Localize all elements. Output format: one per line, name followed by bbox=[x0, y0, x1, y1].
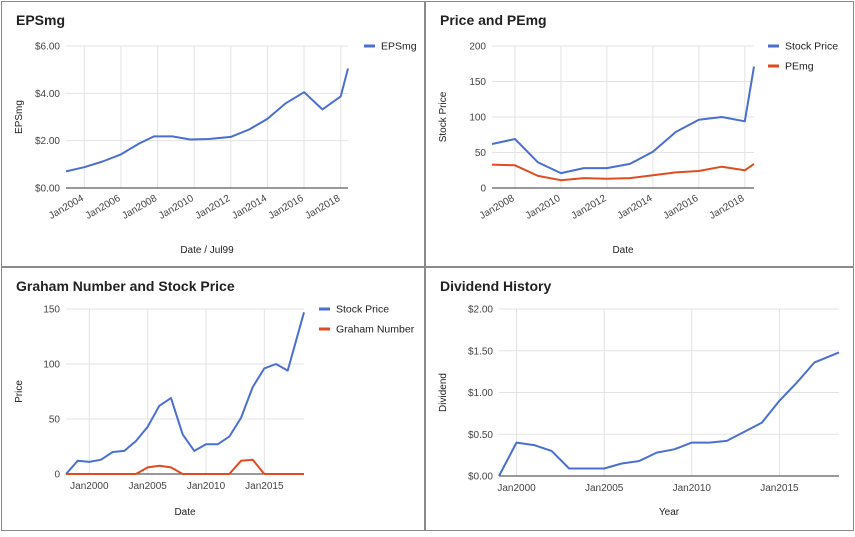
dividend-ytick-2: $1.00 bbox=[468, 388, 493, 399]
price-pe-series-stock-price-line bbox=[491, 66, 755, 175]
eps-xtick-3: Jan2010 bbox=[157, 193, 196, 222]
price-pe-xtick-3: Jan2014 bbox=[616, 193, 655, 222]
eps-ytick-3: $6.00 bbox=[35, 42, 60, 53]
price-pe-xtick-0: Jan2008 bbox=[478, 193, 517, 222]
eps-ylabel: EPSmg bbox=[14, 100, 25, 134]
graham-xtick-1: Jan2005 bbox=[128, 481, 167, 492]
price-pe-ytick-3: 150 bbox=[469, 77, 486, 88]
graham-xtick-3: Jan2015 bbox=[245, 481, 284, 492]
eps-chart-panel: EPSmg $0.00 $2.00 $4.00 $6.00 Jan2004 Jan2006 J… bbox=[1, 1, 425, 267]
eps-xtick-1: Jan2006 bbox=[84, 193, 123, 222]
dividend-xtick-0: Jan2000 bbox=[497, 483, 536, 494]
price-pe-series-pemg-line bbox=[491, 163, 755, 182]
price-pe-ylabel: Stock Price bbox=[438, 91, 449, 142]
graham-ytick-3: 150 bbox=[43, 305, 60, 316]
graham-legend-label-graham-number: Graham Number bbox=[336, 324, 415, 336]
price-pe-ytick-2: 100 bbox=[469, 113, 486, 124]
price-pe-ytick-1: 50 bbox=[475, 148, 487, 159]
eps-title: EPSmg bbox=[16, 12, 65, 28]
graham-xlabel: Date bbox=[174, 507, 196, 518]
eps-xtick-5: Jan2014 bbox=[230, 193, 269, 222]
price-pe-chart-panel: Price and PEmg 0 50 100 150 200 Jan2008 Jan2010… bbox=[425, 1, 854, 267]
price-pe-legend-label-stock-price: Stock Price bbox=[785, 41, 838, 53]
price-pe-xtick-1: Jan2010 bbox=[524, 193, 563, 222]
price-pe-ytick-4: 200 bbox=[469, 42, 486, 53]
graham-ytick-1: 50 bbox=[49, 415, 61, 426]
graham-legend-label-stock-price: Stock Price bbox=[336, 304, 389, 316]
price-pe-xlabel: Date bbox=[612, 245, 634, 256]
graham-xtick-2: Jan2010 bbox=[187, 481, 226, 492]
dividend-xtick-1: Jan2005 bbox=[585, 483, 624, 494]
dividend-xlabel: Year bbox=[659, 507, 680, 518]
price-pe-xtick-4: Jan2016 bbox=[662, 193, 701, 222]
price-pe-title: Price and PEmg bbox=[440, 12, 547, 28]
dividend-ylabel: Dividend bbox=[438, 373, 449, 412]
price-pe-xtick-5: Jan2018 bbox=[708, 193, 747, 222]
eps-xtick-7: Jan2018 bbox=[303, 193, 342, 222]
graham-ylabel: Price bbox=[14, 380, 25, 403]
eps-xtick-6: Jan2016 bbox=[267, 193, 306, 222]
graham-svg: Graham Number and Stock Price 0 50 100 150 Ja… bbox=[14, 278, 415, 518]
graham-ytick-2: 100 bbox=[43, 360, 60, 371]
dividend-series-0-line bbox=[498, 351, 840, 477]
dividend-title: Dividend History bbox=[440, 278, 551, 294]
eps-series-epsmg-line bbox=[65, 68, 349, 173]
dividend-ytick-1: $0.50 bbox=[468, 430, 493, 441]
dividend-svg: Dividend History $0.00 $0.50 $1.00 $1.50 $2.0… bbox=[438, 278, 840, 518]
dividend-chart-panel: Dividend History $0.00 $0.50 $1.00 $1.50 $2.0… bbox=[425, 267, 854, 531]
price-pe-legend-label-pemg: PEmg bbox=[785, 61, 814, 73]
graham-title: Graham Number and Stock Price bbox=[16, 278, 235, 294]
eps-ytick-2: $4.00 bbox=[35, 89, 60, 100]
graham-series-stock-price-line bbox=[65, 312, 305, 475]
eps-xtick-2: Jan2008 bbox=[120, 193, 159, 222]
price-pe-ytick-0: 0 bbox=[480, 184, 486, 195]
dividend-ytick-0: $0.00 bbox=[468, 472, 493, 483]
graham-series-graham-number-line bbox=[66, 458, 304, 475]
price-pe-svg: Price and PEmg 0 50 100 150 200 Jan2008 Jan2010… bbox=[438, 12, 838, 256]
graham-ytick-0: 0 bbox=[54, 470, 60, 481]
dividend-xtick-2: Jan2010 bbox=[673, 483, 712, 494]
eps-ytick-0: $0.00 bbox=[35, 184, 60, 195]
eps-xtick-4: Jan2012 bbox=[194, 193, 233, 222]
dividend-ytick-4: $2.00 bbox=[468, 305, 493, 316]
eps-xtick-0: Jan2004 bbox=[47, 193, 86, 222]
eps-svg: EPSmg$0.00$2.00$4.00$6.00Jan2004Jan2006J… bbox=[14, 12, 417, 256]
eps-legend-label-epsmg: EPSmg bbox=[381, 41, 417, 53]
eps-xlabel: Date / Jul99 bbox=[180, 245, 234, 256]
dividend-xtick-3: Jan2015 bbox=[760, 483, 799, 494]
graham-chart-panel: Graham Number and Stock Price 0 50 100 150 Ja… bbox=[1, 267, 425, 531]
dividend-ytick-3: $1.50 bbox=[468, 346, 493, 357]
graham-xtick-0: Jan2000 bbox=[70, 481, 109, 492]
eps-ytick-1: $2.00 bbox=[35, 136, 60, 147]
price-pe-xtick-2: Jan2012 bbox=[570, 193, 609, 222]
